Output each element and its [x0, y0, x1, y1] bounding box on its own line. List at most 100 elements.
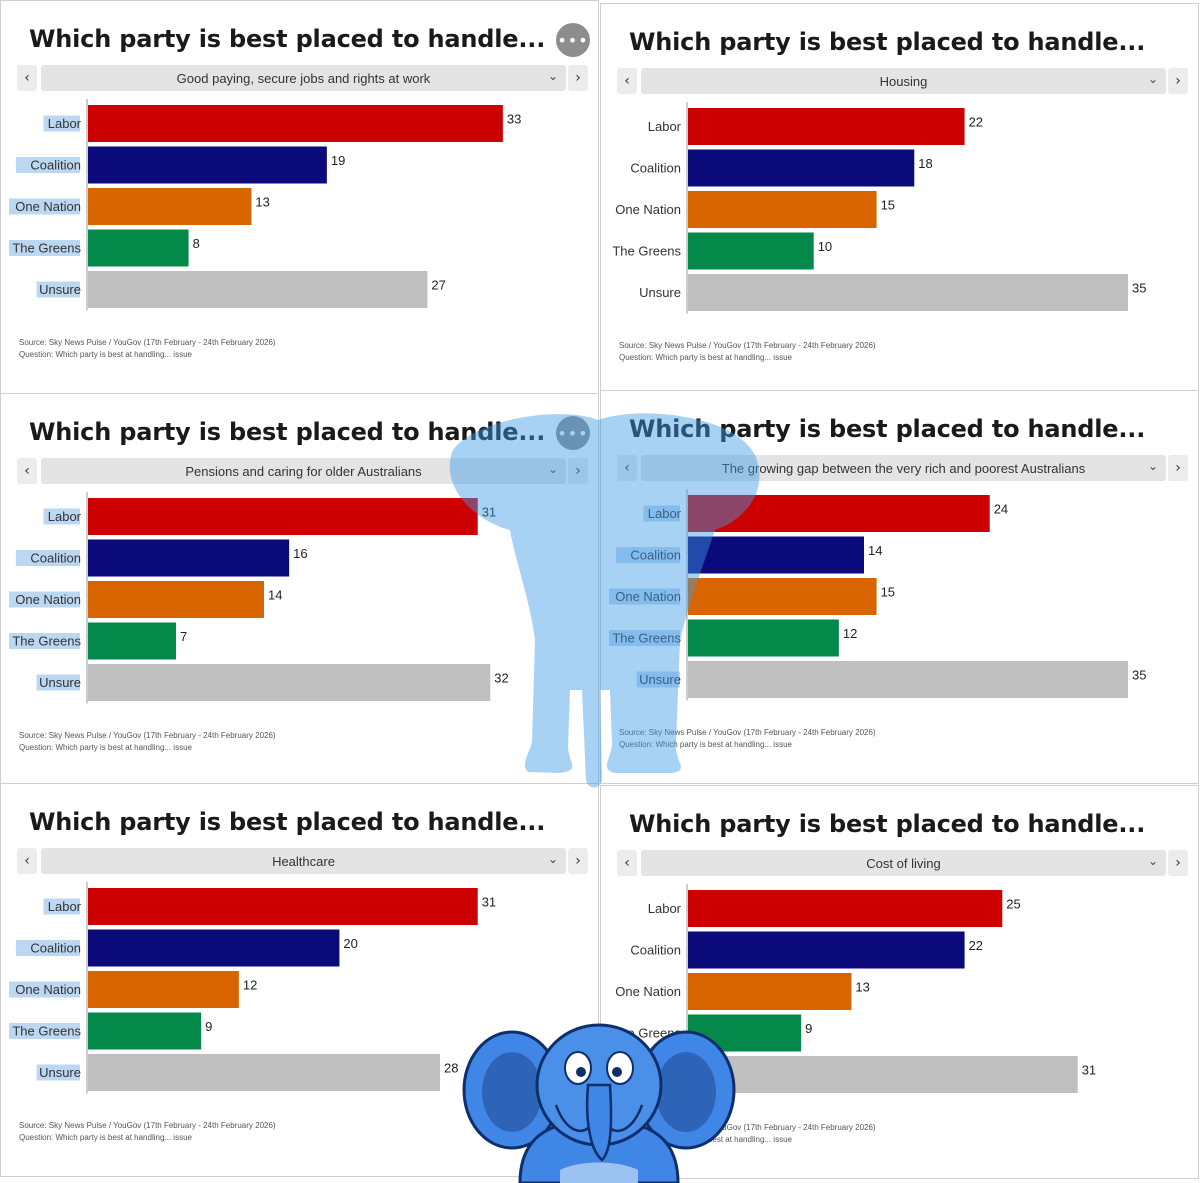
bar-labor[interactable]: [688, 495, 990, 532]
chevron-left-icon[interactable]: ‹: [617, 68, 637, 94]
question-line: Question: Which party is best at handlin…: [619, 740, 792, 749]
issue-dropdown[interactable]: Pensions and caring for older Australian…: [41, 458, 566, 484]
category-label: Unsure: [639, 1067, 681, 1082]
chart-panel-2: Which party is best placed to handle... …: [600, 3, 1199, 397]
chevron-down-icon: ⌄: [547, 852, 558, 866]
chevron-left-icon[interactable]: ‹: [17, 458, 37, 484]
category-label: Unsure: [39, 675, 81, 690]
bar-chart: Labor 31 Coalition 20 One Nation 12 The Greens…: [9, 882, 496, 1094]
issue-dropdown[interactable]: The growing gap between the very rich an…: [641, 455, 1166, 481]
bar-coalition[interactable]: [88, 929, 340, 967]
label-highlight: [43, 508, 80, 525]
bar-labor[interactable]: [688, 890, 1003, 927]
chart-source: Source: Sky News Pulse / YouGov (17th Fe…: [619, 1122, 876, 1146]
bar-labor[interactable]: [88, 498, 478, 535]
value-label: 16: [293, 546, 307, 561]
label-highlight: [9, 633, 80, 649]
label-highlight: [9, 591, 80, 608]
chevron-right-icon[interactable]: ›: [568, 848, 588, 874]
ellipsis-icon[interactable]: •••: [556, 23, 590, 57]
bar-coalition[interactable]: [688, 149, 915, 187]
chevron-right-icon[interactable]: ›: [1168, 455, 1188, 481]
label-highlight: [609, 588, 680, 605]
bar-coalition[interactable]: [88, 146, 327, 184]
bar-the-greens[interactable]: [88, 1012, 202, 1050]
bar-labor[interactable]: [88, 105, 503, 142]
value-label: 20: [343, 936, 357, 951]
bar-one-nation[interactable]: [88, 188, 252, 225]
bar-labor[interactable]: [688, 108, 965, 145]
bar-one-nation[interactable]: [88, 581, 264, 618]
label-highlight: [36, 1064, 80, 1081]
value-label: 8: [193, 236, 200, 251]
category-label: Coalition: [30, 158, 81, 173]
category-label: Labor: [48, 899, 82, 914]
question-line: Question: Which party is best at handlin…: [619, 353, 792, 362]
category-label: Coalition: [30, 941, 81, 956]
chevron-left-icon[interactable]: ‹: [17, 848, 37, 874]
category-label: Coalition: [630, 161, 681, 176]
issue-dropdown[interactable]: Housing ⌄: [641, 68, 1166, 94]
bar-one-nation[interactable]: [688, 191, 877, 228]
value-label: 32: [494, 671, 508, 686]
chevron-left-icon[interactable]: ‹: [17, 65, 37, 91]
bar-the-greens[interactable]: [88, 622, 176, 660]
bar-the-greens[interactable]: [688, 619, 839, 657]
category-label: Coalition: [30, 551, 81, 566]
bar-unsure[interactable]: [688, 661, 1128, 698]
issue-dropdown[interactable]: Good paying, secure jobs and rights at w…: [41, 65, 566, 91]
chart-panel-3: Which party is best placed to handle... …: [0, 393, 599, 787]
chevron-right-icon[interactable]: ›: [568, 65, 588, 91]
chart-panel-1: Which party is best placed to handle... …: [0, 0, 599, 394]
ellipsis-icon[interactable]: •••: [556, 416, 590, 450]
chevron-left-icon[interactable]: ‹: [617, 850, 637, 876]
chevron-right-icon[interactable]: ›: [1168, 68, 1188, 94]
category-label: One Nation: [615, 589, 681, 604]
bar-coalition[interactable]: [88, 539, 290, 577]
bar-labor[interactable]: [88, 888, 478, 925]
category-label: Labor: [648, 119, 682, 134]
value-label: 13: [255, 195, 269, 210]
category-label: One Nation: [15, 592, 81, 607]
issue-dropdown-value: Good paying, secure jobs and rights at w…: [176, 70, 431, 86]
bar-the-greens[interactable]: [88, 229, 189, 267]
chart-source: Source: Sky News Pulse / YouGov (17th Fe…: [19, 337, 276, 361]
label-highlight: [43, 898, 80, 915]
bar-the-greens[interactable]: [688, 1014, 802, 1052]
bar-the-greens[interactable]: [688, 232, 814, 270]
bar-unsure[interactable]: [688, 1056, 1078, 1093]
bar-one-nation[interactable]: [688, 578, 877, 615]
bar-unsure[interactable]: [688, 274, 1128, 311]
bar-coalition[interactable]: [688, 536, 864, 574]
value-label: 22: [969, 115, 983, 130]
chevron-left-icon[interactable]: ‹: [617, 455, 637, 481]
bar-one-nation[interactable]: [88, 971, 239, 1008]
value-label: 31: [1082, 1063, 1096, 1078]
bar-unsure[interactable]: [88, 664, 491, 701]
chevron-right-icon[interactable]: ›: [1168, 850, 1188, 876]
value-label: 18: [918, 156, 932, 171]
bar-unsure[interactable]: [88, 271, 428, 308]
value-label: 35: [1132, 281, 1146, 296]
issue-dropdown[interactable]: Healthcare ⌄: [41, 848, 566, 874]
bar-coalition[interactable]: [688, 931, 965, 969]
question-line: Question: Which party is best at handlin…: [19, 743, 192, 752]
source-line: Source: Sky News Pulse / YouGov (17th Fe…: [19, 1121, 276, 1130]
category-label: The Greens: [12, 241, 81, 256]
category-label: Labor: [48, 509, 82, 524]
value-label: 13: [855, 980, 869, 995]
value-label: 15: [881, 585, 895, 600]
chevron-right-icon[interactable]: ›: [568, 458, 588, 484]
issue-dropdown[interactable]: Cost of living ⌄: [641, 850, 1166, 876]
category-label: Unsure: [39, 282, 81, 297]
chart-panel-6: Which party is best placed to handle... …: [600, 785, 1199, 1179]
issue-dropdown-value: Pensions and caring for older Australian…: [185, 463, 422, 479]
value-label: 35: [1132, 668, 1146, 683]
bar-one-nation[interactable]: [688, 973, 852, 1010]
value-label: 31: [482, 505, 496, 520]
question-line: Question: Which party is best at handlin…: [19, 350, 192, 359]
value-label: 25: [1006, 897, 1020, 912]
issue-dropdown-value: Healthcare: [272, 853, 335, 869]
bar-unsure[interactable]: [88, 1054, 440, 1091]
category-label: Coalition: [630, 548, 681, 563]
